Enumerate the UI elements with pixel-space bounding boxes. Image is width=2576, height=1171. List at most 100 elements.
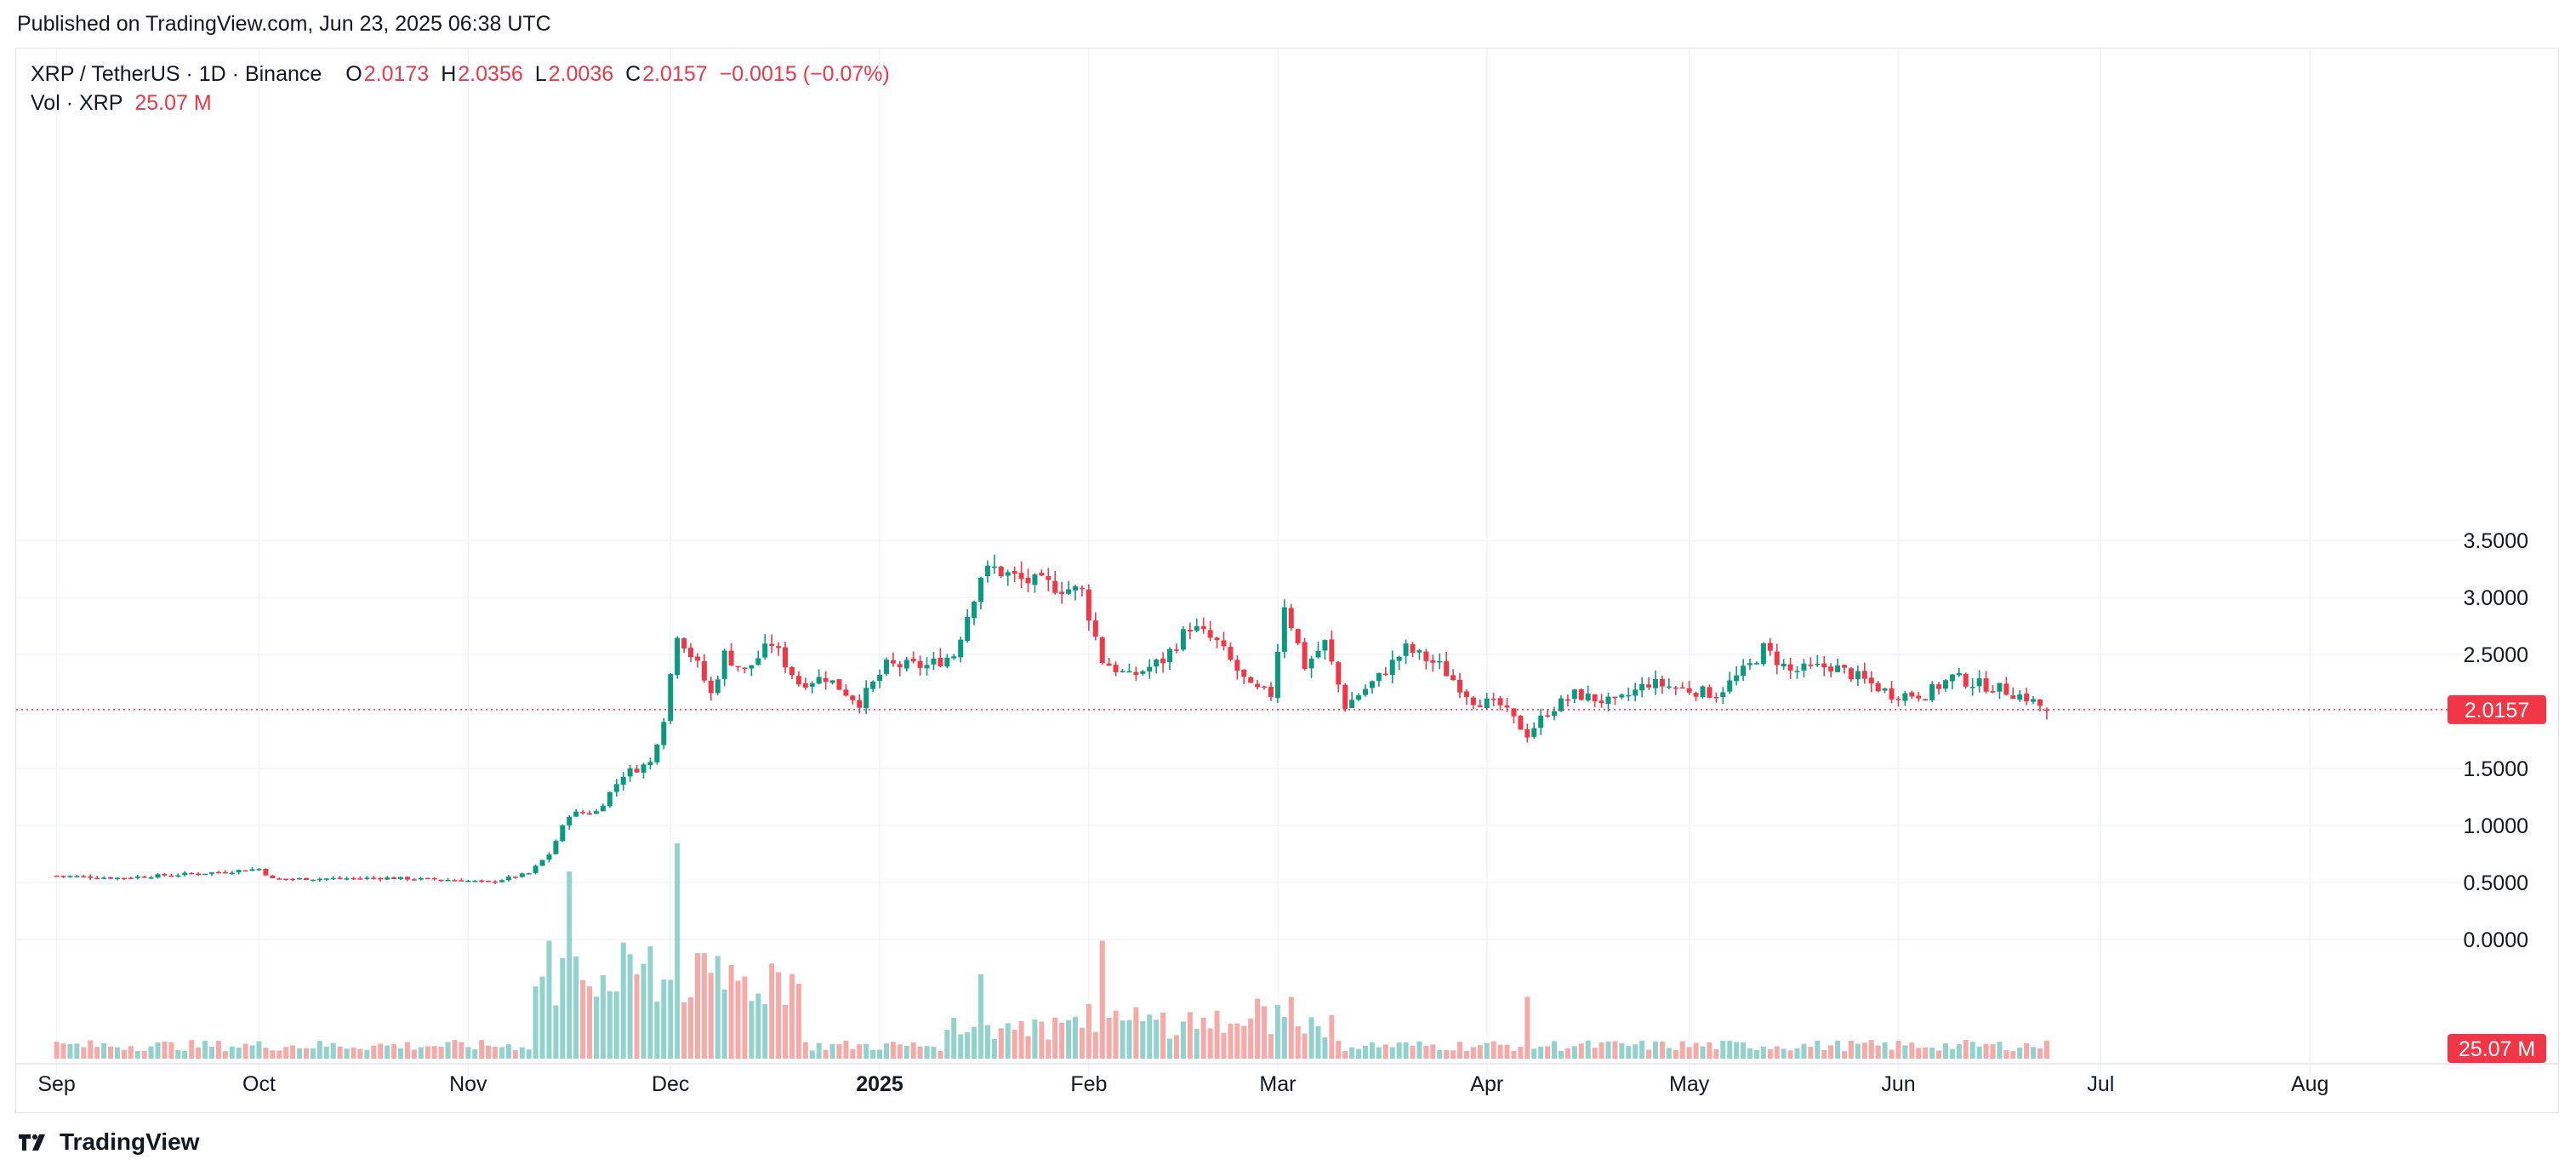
candle-body [1815,664,1821,665]
volume-bar [385,1045,390,1059]
volume-bar [1423,1045,1429,1059]
volume-bar [330,1042,336,1059]
candle-body [385,877,390,880]
candle-body [222,871,228,874]
volume-bar [60,1043,66,1059]
candle-body [378,877,384,880]
candle-body [567,816,573,825]
volume-bar [67,1043,73,1059]
candle-body [917,660,923,668]
volume-bar [236,1048,242,1059]
price-tick-label: 2.5000 [2464,643,2528,667]
volume-bar [877,1049,883,1059]
candle-body [1578,688,1584,700]
candle-body [1046,576,1051,580]
candle-body [155,874,161,878]
volume-bar [1585,1040,1591,1059]
volume-bar [168,1042,174,1059]
candle-body [863,688,869,709]
volume-bar [1666,1048,1672,1059]
volume-bar [1599,1042,1604,1059]
volume-bar [2043,1040,2049,1059]
volume-bar [654,1002,660,1059]
candle-body [675,637,681,676]
candle-body [1895,699,1901,700]
volume-bar [938,1050,943,1059]
candle-body [1281,607,1287,652]
volume-bar [1815,1040,1821,1059]
time-axis-label: Jul [2087,1072,2114,1096]
volume-bar [958,1034,964,1059]
volume-bar [1767,1049,1773,1059]
volume-bar [1902,1045,1908,1059]
volume-bar [1592,1048,1598,1059]
volume-bar [1673,1049,1678,1059]
volume-bar [1315,1025,1321,1059]
footer: TradingView [17,1128,199,1156]
volume-bar [2017,1048,2023,1059]
volume-bar [1396,1042,1402,1059]
volume-bar [1248,1019,1254,1059]
volume-bar [1659,1041,1665,1059]
candle-body [1234,660,1240,671]
price-tick-label: 0.0000 [2464,928,2528,952]
candle-body [505,877,511,881]
volume-bar [567,871,573,1059]
volume-bar [1969,1042,1975,1059]
candle-body [701,660,707,681]
candle-body [1639,684,1645,691]
volume-bar [1578,1043,1584,1059]
candle-body [1801,663,1807,671]
candle-body [795,676,801,685]
candle-body [1113,665,1119,672]
candle-body [1633,689,1638,696]
volume-bar [1444,1050,1450,1059]
volume-bar [573,956,579,1059]
candle-body [2017,694,2023,700]
volume-bar [965,1031,971,1059]
price-tick-label: 3.0000 [2464,586,2528,610]
candle-body [54,875,60,877]
volume-bar [1025,1036,1031,1059]
volume-bar [1916,1048,1922,1059]
time-axis-label: Oct [242,1072,276,1096]
volume-bar [242,1043,248,1059]
candle-body [1713,697,1719,699]
candle-body [1329,639,1335,662]
volume-bar [1234,1023,1240,1059]
candle-body [1133,671,1139,676]
volume-bar [816,1042,822,1059]
symbol-label[interactable]: XRP / TetherUS · 1D · Binance [31,62,322,86]
volume-bar [931,1047,937,1059]
volume-label[interactable]: Vol · XRP [31,91,123,115]
candle-body [1173,649,1179,651]
candle-body [350,877,356,880]
volume-bar [1255,998,1261,1059]
volume-bar [742,976,748,1059]
candle-body [114,877,120,879]
volume-bar [74,1043,80,1059]
volume-bar [668,980,674,1059]
candle-body [1626,694,1632,697]
candle-body [1727,680,1733,692]
candle-body [1558,698,1564,711]
time-axis-label: Jun [1881,1072,1915,1096]
volume-bar [1646,1049,1652,1059]
candlestick-chart[interactable]: 3.50003.00002.50002.00001.50001.00000.50… [0,0,2576,1123]
candle-body [762,643,768,658]
volume-bar [2024,1042,2030,1059]
volume-bar [1734,1042,1740,1059]
candle-body [1389,660,1395,676]
candle-body [1828,666,1834,671]
volume-bar [1066,1020,1072,1059]
volume-bar [1369,1042,1375,1059]
volume-bar [1848,1040,1854,1059]
candle-body [1274,651,1280,699]
candle-body [371,877,377,879]
volume-bar [1342,1050,1348,1059]
candle-body [1032,574,1038,586]
candle-body [1875,683,1881,692]
volume-bar [613,991,619,1059]
volume-bar [526,1049,532,1059]
candle-body [546,854,552,860]
